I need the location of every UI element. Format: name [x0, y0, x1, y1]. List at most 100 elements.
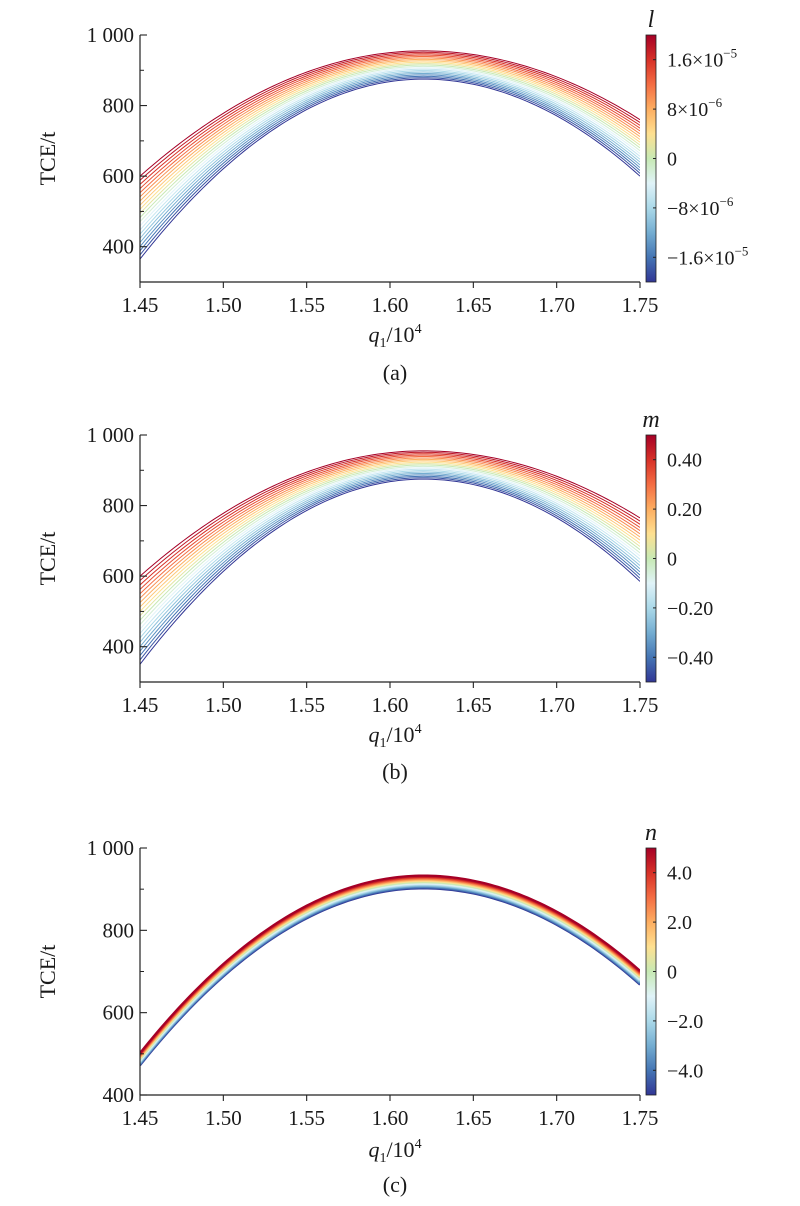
series-line-10 — [140, 465, 640, 625]
x-axis-label-tail: /10 — [386, 1137, 414, 1162]
y-tick-label: 600 — [103, 164, 135, 188]
series-line-14 — [140, 60, 640, 206]
series-line-19 — [140, 453, 640, 586]
series-line-11 — [140, 64, 640, 218]
y-tick-label: 400 — [103, 1083, 135, 1107]
colorbar-tick-label: 0 — [667, 549, 677, 571]
series-line-20 — [140, 51, 640, 181]
series-line-16 — [140, 457, 640, 599]
series-line-15 — [140, 458, 640, 603]
series-line-19 — [140, 875, 640, 1055]
series-line-21 — [140, 450, 640, 577]
series-line-17 — [140, 56, 640, 194]
y-axis-label: TCE/t — [35, 132, 60, 186]
series-line-2 — [140, 77, 640, 256]
colorbar-tick-label: 0 — [667, 962, 677, 984]
x-tick-label: 1.70 — [538, 693, 575, 717]
y-tick-label: 800 — [103, 94, 135, 118]
series-line-4 — [140, 474, 640, 652]
x-axis-label: q1/104 — [368, 322, 421, 351]
chart-panel-a: 1.45 1.50 1.55 1.60 1.65 1.70 1.75 400 600 800 1 0… — [35, 7, 748, 385]
series-line-1 — [140, 478, 640, 665]
series-line-14 — [140, 460, 640, 608]
panel-label: (a) — [383, 360, 407, 385]
y-tick-label: 800 — [103, 918, 135, 942]
x-tick-label: 1.70 — [538, 293, 575, 317]
chart-panel-c: 1.45 1.50 1.55 1.60 1.65 1.70 1.75 400 600 800 1 0… — [35, 820, 703, 1197]
y-tick-label: 600 — [103, 564, 135, 588]
x-axis-label-var: q — [368, 322, 379, 347]
x-axis-label: q1/104 — [368, 722, 421, 751]
colorbar-tick-label: −2.0 — [667, 1011, 703, 1033]
colorbar-label: n — [645, 820, 657, 846]
x-tick-label: 1.50 — [205, 693, 242, 717]
x-tick-label: 1.60 — [372, 693, 409, 717]
colorbar-tick-label: 8×10−6 — [667, 95, 723, 121]
series-line-4 — [140, 74, 640, 247]
series-line-5 — [140, 472, 640, 648]
colorbar-tick-label: 2.0 — [667, 912, 692, 934]
y-tick-label: 1 000 — [87, 423, 134, 447]
series-line-13 — [140, 61, 640, 210]
x-tick-label: 1.75 — [622, 1106, 659, 1130]
series-line-3 — [140, 475, 640, 656]
series-line-21 — [140, 50, 640, 177]
x-tick-label: 1.55 — [288, 293, 325, 317]
x-axis-label-var: q — [368, 1137, 379, 1162]
series-line-19 — [140, 53, 640, 185]
series-line-12 — [140, 880, 640, 1060]
colorbar-tick-label: −0.20 — [667, 598, 713, 620]
series-line-1 — [140, 78, 640, 260]
y-axis-label: TCE/t — [35, 532, 60, 586]
x-tick-label: 1.45 — [122, 293, 159, 317]
x-tick-label: 1.60 — [372, 1106, 409, 1130]
x-tick-label: 1.65 — [455, 693, 492, 717]
y-tick-label: 1 000 — [87, 23, 134, 47]
x-tick-label: 1.75 — [622, 293, 659, 317]
x-axis-label-sub: 1 — [379, 1151, 386, 1166]
x-tick-label: 1.65 — [455, 1106, 492, 1130]
x-tick-label: 1.60 — [372, 293, 409, 317]
series-line-6 — [140, 71, 640, 239]
colorbar-tick-label: 4.0 — [667, 863, 692, 885]
x-axis-label-tail: /10 — [386, 322, 414, 347]
chart-panel-b: 1.45 1.50 1.55 1.60 1.65 1.70 1.75 400 600 800 1 0… — [35, 407, 713, 784]
colorbar-tick-label: 1.6×10−5 — [667, 46, 737, 72]
y-tick-label: 600 — [103, 1001, 135, 1025]
x-tick-label: 1.75 — [622, 693, 659, 717]
colorbar-tick-label: 0 — [667, 149, 677, 171]
y-tick-label: 400 — [103, 235, 135, 259]
x-axis-label-sup: 4 — [415, 322, 422, 337]
colorbar-tick-label: 0.20 — [667, 499, 702, 521]
x-tick-label: 1.55 — [288, 1106, 325, 1130]
series-line-15 — [140, 58, 640, 202]
x-tick-label: 1.50 — [205, 293, 242, 317]
series-line-9 — [140, 67, 640, 227]
series-line-18 — [140, 454, 640, 590]
series-line-18 — [140, 54, 640, 189]
series-line-2 — [140, 477, 640, 661]
colorbar-tick-label: −4.0 — [667, 1060, 703, 1082]
series-line-9 — [140, 467, 640, 630]
x-tick-label: 1.65 — [455, 293, 492, 317]
y-tick-label: 1 000 — [87, 836, 134, 860]
colorbar-label: m — [642, 407, 659, 433]
series-line-16 — [140, 877, 640, 1057]
series-line-13 — [140, 879, 640, 1059]
series-line-8 — [140, 468, 640, 634]
series-line-6 — [140, 471, 640, 643]
x-axis-label: q1/104 — [368, 1137, 421, 1166]
series-line-21 — [140, 874, 640, 1054]
x-axis-label-sup: 4 — [415, 1137, 422, 1152]
x-axis-label-sub: 1 — [379, 736, 386, 751]
series-line-17 — [140, 456, 640, 595]
series-line-16 — [140, 57, 640, 198]
series-line-7 — [140, 470, 640, 639]
x-tick-label: 1.45 — [122, 1106, 159, 1130]
series-line-5 — [140, 72, 640, 243]
series-line-12 — [140, 463, 640, 617]
y-tick-label: 800 — [103, 494, 135, 518]
x-axis-label-var: q — [368, 722, 379, 747]
x-axis-label-sup: 4 — [415, 722, 422, 737]
series-line-14 — [140, 878, 640, 1059]
